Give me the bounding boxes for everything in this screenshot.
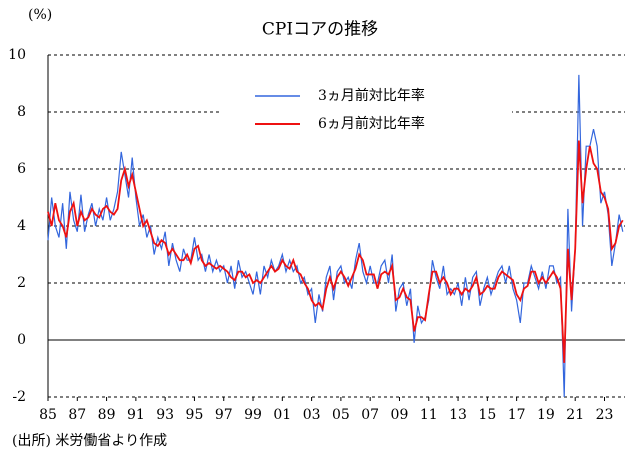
- legend-label: 3ヵ月前対比年率: [318, 87, 425, 104]
- x-tick-label: 87: [68, 407, 86, 423]
- x-tick-label: 91: [127, 407, 145, 423]
- x-tick-label: 03: [303, 407, 321, 423]
- y-tick-label: 0: [17, 332, 26, 348]
- x-tick-label: 09: [391, 407, 409, 423]
- y-tick-label: 4: [17, 218, 26, 234]
- x-tick-label: 07: [361, 407, 379, 423]
- legend-box: [222, 80, 512, 140]
- chart-title: CPIコアの推移: [262, 20, 378, 40]
- source-note: (出所) 米労働省より作成: [12, 433, 167, 449]
- y-tick-label: 8: [17, 104, 26, 120]
- x-tick-label: 89: [98, 407, 116, 423]
- x-tick-label: 19: [537, 407, 555, 423]
- x-tick-label: 05: [332, 407, 350, 423]
- x-tick-label: 93: [156, 407, 174, 423]
- x-tick-label: 95: [186, 407, 204, 423]
- x-tick-label: 21: [566, 407, 584, 423]
- y-tick-label: 10: [8, 47, 26, 63]
- series-line: [47, 140, 624, 363]
- y-tick-label: 2: [17, 275, 26, 291]
- x-tick-label: 23: [596, 407, 614, 423]
- x-tick-label: 85: [39, 407, 57, 423]
- x-tick-label: 13: [449, 407, 467, 423]
- x-tick-label: 99: [244, 407, 262, 423]
- y-tick-label: -2: [12, 389, 26, 405]
- y-unit: (%): [28, 7, 52, 23]
- x-tick-label: 01: [273, 407, 291, 423]
- legend-label: 6ヵ月前対比年率: [318, 115, 425, 132]
- y-tick-label: 6: [17, 161, 26, 177]
- x-tick-label: 17: [508, 407, 526, 423]
- x-tick-label: 11: [420, 407, 438, 423]
- x-tick-label: 15: [478, 407, 496, 423]
- x-tick-label: 97: [215, 407, 233, 423]
